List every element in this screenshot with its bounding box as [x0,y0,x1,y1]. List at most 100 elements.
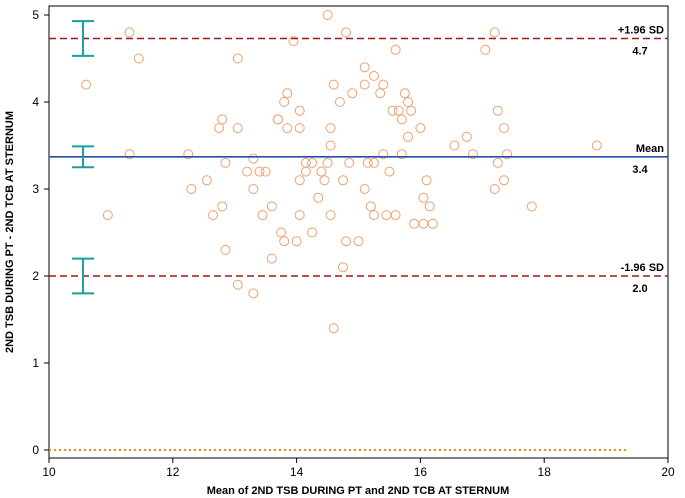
data-point-71 [378,149,389,160]
data-point-88 [421,175,432,186]
data-point-100 [499,175,509,186]
data-point-10 [217,114,228,125]
data-point-58 [344,157,355,168]
y-axis-title: 2ND TSB DURING PT - 2ND TCB AT STERNUM [4,111,16,353]
data-point-41 [307,227,318,238]
data-point-93 [468,149,478,160]
data-point-28 [276,227,287,238]
x-axis-title: Mean of 2ND TSB DURING PT and 2ND TCB AT… [207,485,510,497]
data-point-102 [526,201,537,212]
upper_loa-label: +1.96 SD [618,24,664,36]
upper_loa-value: 4.7 [632,45,647,57]
data-point-52 [328,323,339,334]
data-point-82 [403,97,413,107]
data-point-83 [406,105,417,116]
data-point-23 [260,166,271,177]
data-point-84 [409,218,420,229]
data-point-55 [338,262,348,273]
data-point-86 [418,218,429,229]
data-point-50 [325,210,336,221]
lower_loa-label: -1.96 SD [621,262,664,274]
data-point-37 [294,175,305,186]
data-point-21 [254,166,265,177]
data-point-77 [393,105,404,116]
lower_loa-value: 2.0 [632,283,647,295]
data-point-11 [217,201,228,212]
data-point-6 [186,184,197,194]
data-point-99 [499,123,509,134]
data-point-25 [266,201,277,212]
data-point-40 [300,157,311,168]
data-point-79 [396,149,407,160]
y-tick-label-3: 3 [32,182,39,196]
data-point-96 [489,184,500,194]
data-point-61 [359,62,370,73]
plot-area [48,5,669,459]
data-point-69 [375,88,386,99]
data-point-94 [480,44,491,55]
data-point-5 [183,149,194,160]
data-point-9 [214,123,225,134]
plot-frame [48,5,669,459]
data-point-98 [492,157,503,168]
data-point-3 [133,53,144,64]
data-point-17 [242,166,253,177]
data-point-72 [381,210,392,221]
data-point-13 [220,244,231,255]
data-point-0 [81,79,92,90]
data-point-87 [418,192,429,203]
data-point-59 [347,88,358,99]
data-point-67 [369,157,379,168]
data-point-8 [208,210,218,221]
x-tick-label-18: 18 [538,465,552,479]
x-tick-label-12: 12 [166,465,180,479]
data-point-62 [359,79,370,90]
data-point-76 [390,210,401,221]
x-tick-label-20: 20 [661,465,675,479]
data-point-42 [307,157,318,168]
data-point-91 [449,140,460,151]
data-point-27 [273,114,283,125]
data-point-35 [294,105,305,116]
y-tick-label-1: 1 [32,356,39,370]
data-point-19 [248,184,259,194]
data-point-95 [489,27,500,38]
data-point-103 [591,140,602,151]
reference-lines: +1.96 SD 4.7 Mean 3.4 -1.96 SD 2.0 [49,20,668,451]
data-point-66 [369,70,379,81]
data-point-74 [387,105,398,116]
data-point-31 [282,123,293,134]
data-point-75 [390,44,401,55]
data-point-38 [294,210,305,221]
data-point-56 [341,27,352,38]
data-point-36 [294,123,305,134]
data-point-101 [502,149,513,160]
data-point-80 [399,88,410,99]
data-point-70 [378,79,389,90]
data-point-49 [325,140,336,151]
x-tick-label-16: 16 [414,465,428,479]
data-point-34 [291,236,302,247]
data-point-81 [403,131,413,142]
data-point-30 [279,236,290,247]
y-tick-label-0: 0 [32,443,39,457]
data-point-65 [365,201,376,212]
data-point-2 [124,27,135,38]
data-point-46 [322,10,333,20]
data-point-7 [201,175,212,186]
data-point-1 [102,210,113,221]
data-point-54 [338,175,348,186]
y-tick-label-4: 4 [32,95,39,109]
data-point-18 [248,153,259,164]
y-tick-label-5: 5 [32,8,39,22]
data-point-14 [232,123,243,134]
data-point-47 [322,157,333,168]
data-point-73 [384,166,395,177]
y-tick-label-2: 2 [32,269,39,283]
data-point-64 [362,157,373,168]
data-point-12 [220,157,231,168]
data-point-32 [282,88,293,99]
mean-value: 3.4 [632,164,648,176]
data-point-44 [316,166,327,177]
